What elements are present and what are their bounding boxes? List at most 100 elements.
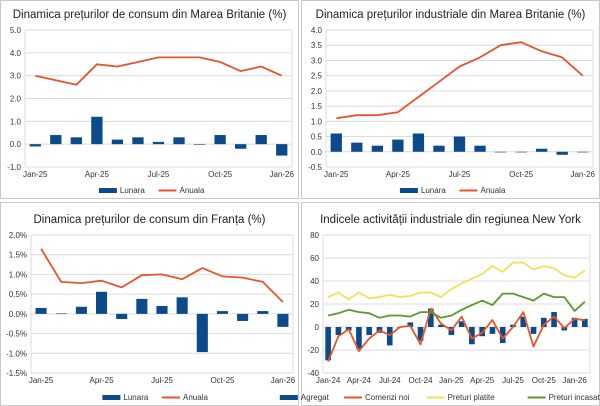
bar-lunara [536, 148, 548, 152]
y-tick-label: 40 [310, 277, 319, 286]
legend-item: Anuala [158, 186, 205, 195]
legend-label: Lunara [421, 186, 446, 195]
legend-item: Preturi incasate [527, 393, 600, 402]
bar-lunara [156, 305, 168, 314]
x-tick-label: Oct-25 [208, 170, 233, 179]
y-tick-label: 2.0 [10, 95, 22, 104]
y-tick-label: 2.0 [311, 87, 323, 96]
chart-panel-uk-cpi: Dinamica prețurilor de consum din Marea … [0, 0, 299, 199]
legend-label: Comenzi noi [365, 393, 410, 402]
y-tick-label: 0.0% [9, 310, 27, 319]
chart-panel-uk-ppi: Dinamica prețurilor industriale din Mare… [301, 0, 600, 199]
legend-label: Preturi incasate [549, 393, 600, 402]
y-tick-label: -20 [307, 346, 319, 355]
legend-label: Anuala [180, 186, 205, 195]
bar-agregat [356, 327, 362, 349]
chart-0: -1.0 0.0 1.0 2.0 3.0 4.0 5.0 Jan-25 Apr-25 Jul-25… [7, 26, 294, 195]
bar-lunara [95, 291, 108, 314]
y-tick-label: 4.0 [10, 49, 22, 58]
bar-lunara [214, 135, 226, 145]
y-tick-label: 4.0 [311, 26, 323, 35]
y-tick-label: 0.0 [10, 140, 22, 149]
bar-lunara [351, 142, 363, 152]
bar-lunara [515, 151, 527, 153]
y-tick-label: 3.0 [311, 56, 323, 65]
x-tick-label: Jan-26 [570, 170, 595, 179]
bar-lunara [152, 141, 165, 145]
x-tick-label: Jan-25 [324, 170, 349, 179]
legend-label: Anuala [183, 393, 208, 402]
x-tick-label: Apr-25 [470, 376, 495, 385]
x-tick-label: Oct-25 [532, 376, 557, 385]
bar-agregat [407, 322, 414, 327]
y-tick-label: 1.0 [10, 117, 22, 126]
bar-lunara [474, 145, 486, 152]
x-tick-label: Jul-25 [502, 376, 524, 385]
bar-lunara [255, 135, 267, 145]
x-tick-label: Jul-25 [449, 170, 471, 179]
y-tick-label: 0 [315, 323, 320, 332]
legend-swatch [279, 395, 298, 400]
y-tick-label: 2.5 [311, 72, 323, 81]
bar-lunara [216, 311, 229, 314]
bar-lunara [111, 139, 124, 145]
bar-agregat [489, 327, 496, 334]
chart-2: -1.5% -1.0% -0.5% 0.0% 0.5% 1.0% 1.5% 2.0% Jan-2… [6, 231, 296, 402]
bar-lunara [237, 313, 249, 321]
bar-agregat [540, 317, 547, 327]
bar-lunara [173, 137, 185, 145]
bar-agregat [582, 318, 588, 327]
bar-agregat [520, 316, 527, 327]
bar-lunara [132, 137, 144, 145]
legend-item: Lunara [399, 186, 446, 195]
line-anuala [336, 41, 584, 120]
y-tick-label: -1.5% [6, 369, 27, 378]
chart-title: Dinamica prețurilor de consum din Franța… [33, 214, 266, 226]
y-tick-label: 1.5% [9, 251, 27, 260]
bar-agregat [530, 327, 537, 334]
legend-label: Agregat [301, 393, 330, 402]
y-tick-label: 1.5 [311, 102, 323, 111]
bar-lunara [577, 151, 589, 153]
bar-lunara [35, 307, 47, 314]
legend-item: Lunara [98, 186, 145, 195]
x-tick-label: Jul-24 [379, 376, 401, 385]
legend-label: Lunara [120, 186, 145, 195]
x-tick-label: Apr-24 [347, 376, 372, 385]
bar-agregat [469, 327, 475, 345]
y-tick-label: 80 [310, 231, 319, 240]
x-tick-label: Apr-25 [85, 170, 110, 179]
x-tick-label: Apr-25 [90, 376, 115, 385]
y-tick-label: 0.0 [311, 148, 323, 157]
bar-lunara [55, 313, 67, 315]
y-tick-label: 2.0% [9, 231, 27, 240]
x-tick-label: Jan-26 [271, 376, 296, 385]
bar-lunara [412, 133, 425, 152]
bar-lunara [277, 313, 289, 327]
y-tick-label: -0.5 [308, 163, 322, 172]
bar-lunara [235, 144, 247, 149]
bar-lunara [70, 137, 82, 145]
bar-lunara [196, 313, 208, 353]
y-tick-label: -40 [307, 369, 319, 378]
line-comenzi-noi [327, 307, 586, 362]
y-tick-label: 20 [310, 300, 319, 309]
legend-item: Comenzi noi [344, 393, 410, 402]
legend-label: Lunara [123, 393, 148, 402]
bar-lunara [91, 116, 103, 145]
y-tick-label: 0.5% [9, 290, 27, 299]
x-tick-label: Jan-24 [316, 376, 341, 385]
bar-lunara [116, 313, 128, 319]
line-anuala [40, 248, 284, 303]
bar-agregat [428, 308, 434, 327]
y-tick-label: -1.0% [6, 349, 27, 358]
bar-agregat [335, 327, 342, 336]
bar-agregat [438, 324, 444, 327]
bar-lunara [494, 151, 507, 153]
chart-title: Dinamica prețurilor de consum din Marea … [12, 9, 287, 21]
bar-agregat [551, 312, 557, 327]
y-tick-label: -1.0 [7, 163, 21, 172]
y-tick-label: 1.0 [311, 117, 323, 126]
y-tick-label: 60 [310, 254, 319, 263]
